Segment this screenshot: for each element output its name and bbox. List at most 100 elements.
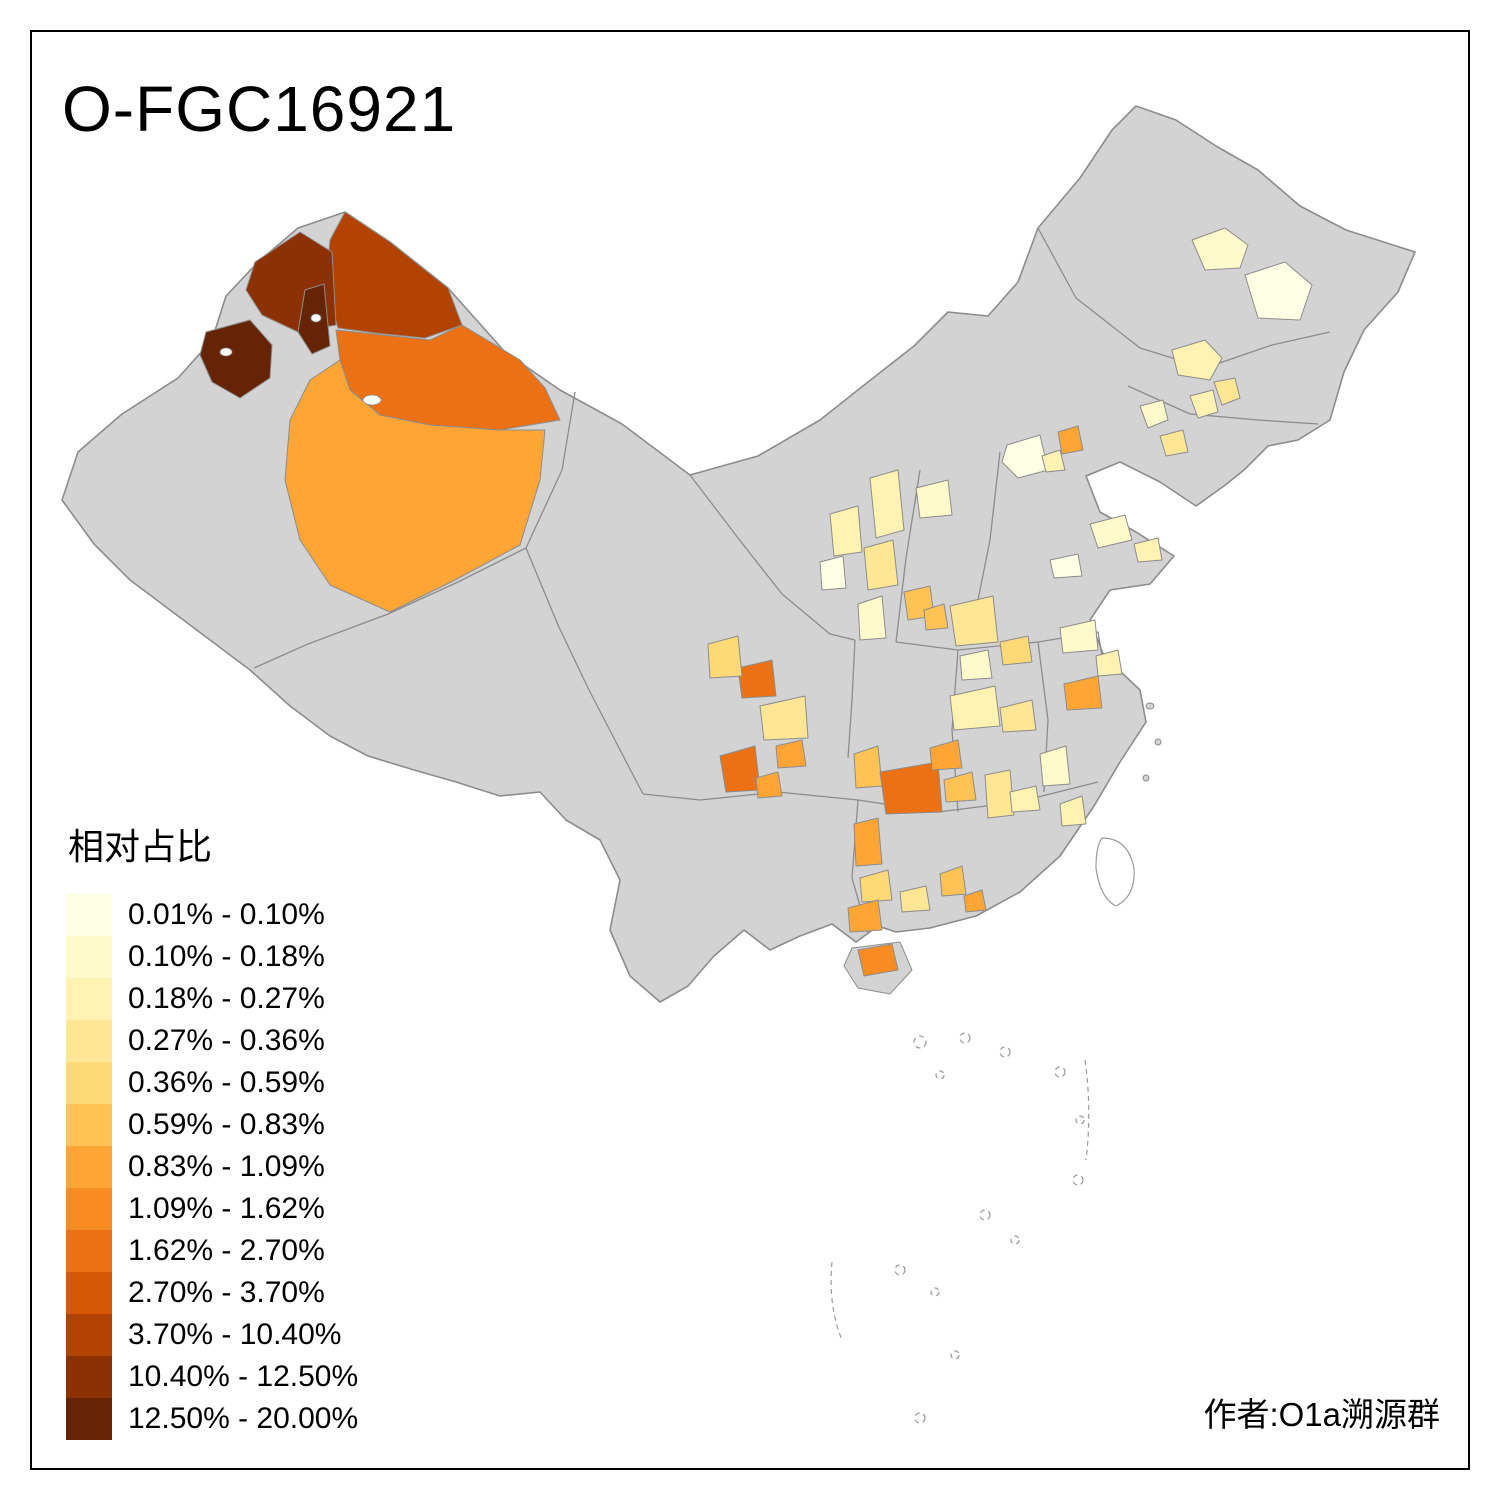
scs-islet bbox=[950, 1350, 960, 1360]
legend-range-label: 0.10% - 0.18% bbox=[128, 940, 325, 973]
region-guizhou-3 bbox=[859, 869, 893, 903]
coast-islet-2 bbox=[1154, 738, 1162, 746]
region-hebei-coast bbox=[1057, 425, 1084, 455]
region-kashgar-north bbox=[199, 319, 273, 399]
border-jilin bbox=[1127, 385, 1319, 425]
scs-islet bbox=[999, 1046, 1011, 1058]
region-beijing bbox=[1001, 434, 1049, 479]
region-guizhou-1 bbox=[943, 771, 977, 803]
coast-islet-1 bbox=[1145, 702, 1155, 710]
legend-swatch bbox=[66, 1230, 112, 1272]
legend-range-label: 0.83% - 1.09% bbox=[128, 1150, 325, 1183]
region-sichuan-2 bbox=[707, 635, 743, 679]
legend-swatch bbox=[66, 1188, 112, 1230]
legend-range-label: 1.09% - 1.62% bbox=[128, 1192, 325, 1225]
lake-bosten bbox=[362, 394, 382, 406]
legend-range-label: 0.36% - 0.59% bbox=[128, 1066, 325, 1099]
region-zunyi bbox=[879, 761, 943, 815]
legend-item: 1.62% - 2.70% bbox=[66, 1230, 358, 1272]
legend-item: 0.83% - 1.09% bbox=[66, 1146, 358, 1188]
legend-items: 0.01% - 0.10% 0.10% - 0.18% 0.18% - 0.27% 0… bbox=[66, 894, 358, 1440]
lake-sayram bbox=[310, 313, 322, 323]
region-chongqing-1 bbox=[853, 745, 883, 789]
region-henan-3 bbox=[959, 649, 993, 681]
scs-islet bbox=[1054, 1066, 1066, 1078]
scs-islet bbox=[935, 1070, 945, 1080]
border-tibet-east bbox=[525, 547, 644, 795]
region-heilongjiang-2 bbox=[1244, 261, 1313, 321]
legend: 相对占比 0.01% - 0.10% 0.10% - 0.18% 0.18% - 0… bbox=[66, 818, 358, 1440]
legend-swatch bbox=[66, 978, 112, 1020]
region-jiangxi-1 bbox=[1039, 745, 1071, 787]
author-credit: 作者:O1a溯源群 bbox=[1203, 1396, 1440, 1433]
legend-swatch bbox=[66, 1146, 112, 1188]
scs-islet bbox=[930, 1287, 940, 1297]
border-gansu bbox=[689, 474, 856, 641]
region-shanxi-4 bbox=[857, 595, 887, 641]
taiwan-island bbox=[1095, 837, 1135, 907]
islands bbox=[830, 702, 1162, 1424]
scs-islet bbox=[894, 1264, 906, 1276]
region-hubei-2 bbox=[999, 699, 1037, 733]
border-shaanxi bbox=[847, 639, 856, 759]
region-heilongjiang-3 bbox=[1171, 339, 1223, 381]
legend-item: 0.18% - 0.27% bbox=[66, 978, 358, 1020]
lake-west bbox=[219, 347, 233, 357]
scs-islet bbox=[1010, 1235, 1020, 1245]
legend-range-label: 10.40% - 12.50% bbox=[128, 1360, 359, 1393]
region-jilin-2 bbox=[1139, 399, 1169, 429]
region-hunan-1 bbox=[984, 769, 1015, 819]
region-guangxi-3 bbox=[899, 885, 931, 913]
scs-reef-line-west bbox=[830, 1261, 843, 1341]
legend-item: 0.10% - 0.18% bbox=[66, 936, 358, 978]
scs-reef-line-east bbox=[1084, 1059, 1090, 1161]
region-jilin-1 bbox=[1213, 377, 1241, 406]
region-anhui-1 bbox=[1063, 675, 1103, 711]
border-hebei-west bbox=[975, 451, 1001, 611]
region-shandong-1 bbox=[1089, 514, 1133, 549]
region-liaoning-1 bbox=[1159, 429, 1189, 457]
scs-islet bbox=[914, 1412, 926, 1424]
region-sichuan-1 bbox=[737, 659, 777, 699]
coast-islet-3 bbox=[1142, 774, 1150, 782]
legend-range-label: 0.01% - 0.10% bbox=[128, 898, 325, 931]
legend-swatch bbox=[66, 1272, 112, 1314]
legend-swatch bbox=[66, 1314, 112, 1356]
region-liangshan bbox=[755, 771, 783, 799]
scs-islet bbox=[959, 1032, 971, 1044]
region-guizhou-2 bbox=[853, 817, 883, 867]
legend-item: 0.27% - 0.36% bbox=[66, 1020, 358, 1062]
legend-range-label: 12.50% - 20.00% bbox=[128, 1402, 359, 1435]
region-heilongjiang-1 bbox=[1191, 227, 1249, 271]
legend-swatch bbox=[66, 1104, 112, 1146]
region-shanxi-1 bbox=[869, 469, 905, 539]
region-tianjin bbox=[1041, 449, 1066, 473]
legend-item: 1.09% - 1.62% bbox=[66, 1188, 358, 1230]
region-henan-4 bbox=[923, 603, 949, 631]
region-ningxia-1 bbox=[829, 505, 863, 557]
legend-swatch bbox=[66, 936, 112, 978]
region-sichuan-3 bbox=[759, 695, 809, 741]
legend-title: 相对占比 bbox=[68, 826, 213, 867]
legend-range-label: 2.70% - 3.70% bbox=[128, 1276, 325, 1309]
province-borders bbox=[253, 227, 1331, 935]
region-ningxia-2 bbox=[819, 555, 847, 591]
legend-item: 2.70% - 3.70% bbox=[66, 1272, 358, 1314]
region-jiangsu-2 bbox=[1095, 649, 1123, 677]
region-guangxi-2 bbox=[847, 899, 883, 933]
legend-item: 0.59% - 0.83% bbox=[66, 1104, 358, 1146]
region-jiangsu-1 bbox=[1059, 619, 1099, 654]
region-sichuan-4 bbox=[775, 739, 807, 769]
legend-range-label: 0.27% - 0.36% bbox=[128, 1024, 325, 1057]
scs-islet bbox=[913, 1035, 927, 1049]
legend-swatch bbox=[66, 1398, 112, 1440]
region-shandong-3 bbox=[1049, 553, 1083, 579]
region-shandong-2 bbox=[1133, 537, 1163, 563]
region-jilin-3 bbox=[1189, 389, 1219, 419]
legend-swatch bbox=[66, 1356, 112, 1398]
scs-islet bbox=[1075, 1115, 1085, 1125]
region-hubei-1 bbox=[949, 685, 1001, 731]
region-hebei-2 bbox=[915, 479, 953, 519]
border-heilongjiang bbox=[1037, 227, 1331, 369]
legend-item: 3.70% - 10.40% bbox=[66, 1314, 358, 1356]
